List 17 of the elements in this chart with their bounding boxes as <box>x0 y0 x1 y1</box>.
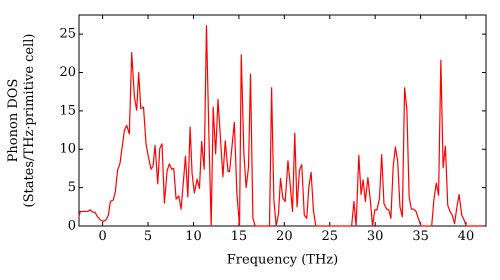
y-tick-label: 10 <box>59 142 76 157</box>
y-axis-title: Phonon DOS (States/THz·primitive cell) <box>6 33 37 208</box>
y-tick-label: 20 <box>59 64 76 80</box>
x-tick-label: 30 <box>366 229 384 244</box>
x-tick-label: 5 <box>144 229 152 244</box>
y-tick-label: 5 <box>68 180 76 196</box>
y-tick-label: 25 <box>59 26 76 42</box>
x-tick-label: 35 <box>412 229 429 244</box>
x-tick-label: 25 <box>321 229 338 244</box>
x-tick-label: 40 <box>458 229 474 244</box>
y-tick-label: 0 <box>68 218 76 234</box>
x-tick-label: 20 <box>276 229 293 244</box>
y-tick-label: 15 <box>59 103 76 118</box>
x-tick-label: 15 <box>230 229 248 244</box>
x-tick-label: 10 <box>185 229 202 244</box>
x-axis-title: Frequency (THz) <box>226 252 338 268</box>
x-tick-label: 0 <box>98 229 107 244</box>
